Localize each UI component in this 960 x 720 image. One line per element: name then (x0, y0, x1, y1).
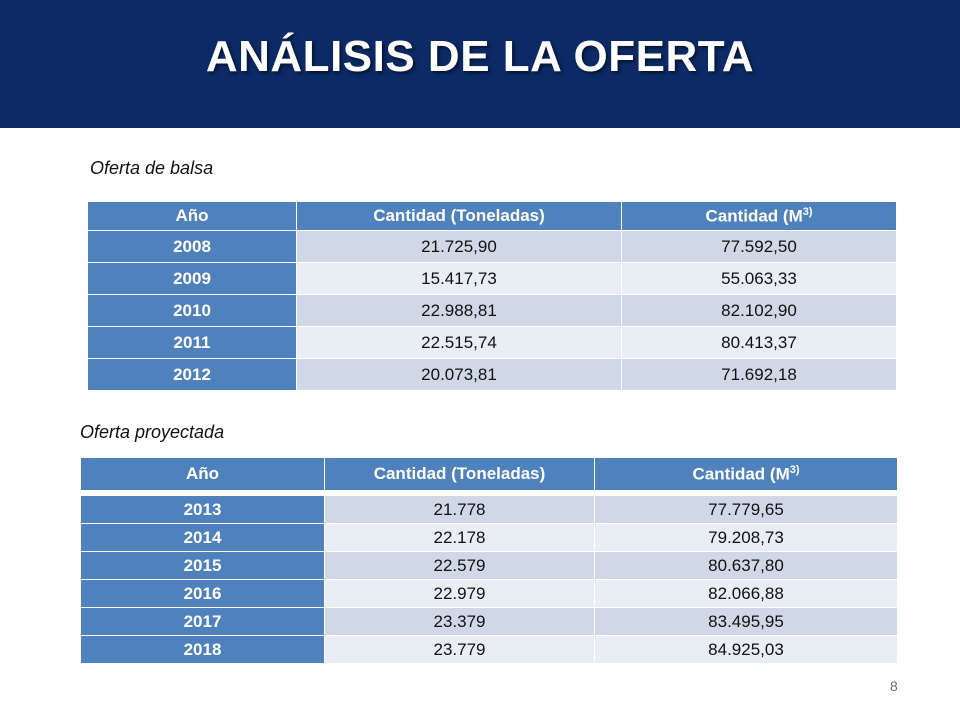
header-m3-text: Cantidad (M (705, 206, 803, 226)
gap-cell (80, 490, 898, 496)
cell-m3: 82.066,88 (594, 579, 898, 608)
table-row: 2017 23.379 83.495,95 (80, 607, 898, 636)
caption-oferta-proyectada: Oferta proyectada (80, 422, 225, 442)
table-row: 2009 15.417,73 55.063,33 (87, 262, 897, 295)
cell-year: 2014 (80, 523, 325, 552)
cell-year: 2017 (80, 607, 325, 636)
page-number: 8 (890, 678, 898, 694)
cell-m3: 80.637,80 (594, 551, 898, 580)
cell-year: 2009 (87, 262, 297, 295)
cell-year: 2018 (80, 635, 325, 664)
header-m3-text: Cantidad (M (692, 464, 790, 484)
cell-tons: 20.073,81 (296, 358, 622, 391)
cell-year: 2016 (80, 579, 325, 608)
cell-tons: 21.725,90 (296, 230, 622, 263)
cell-m3: 77.592,50 (621, 230, 897, 263)
cell-tons: 22.979 (324, 579, 595, 608)
cell-tons: 21.778 (324, 495, 595, 524)
table-header-row: Año Cantidad (Toneladas) Cantidad (M3) (87, 201, 897, 231)
table-row: 2010 22.988,81 82.102,90 (87, 294, 897, 327)
header-m3: Cantidad (M3) (594, 457, 898, 491)
table-row: 2018 23.779 84.925,03 (80, 635, 898, 664)
header-year: Año (87, 201, 297, 231)
header-tons: Cantidad (Toneladas) (324, 457, 595, 491)
cell-tons: 22.178 (324, 523, 595, 552)
header-m3-sup: 3) (802, 205, 813, 218)
cell-year: 2010 (87, 294, 297, 327)
header-m3-sup: 3) (789, 463, 800, 476)
cell-m3: 82.102,90 (621, 294, 897, 327)
cell-tons: 23.379 (324, 607, 595, 636)
cell-year: 2013 (80, 495, 325, 524)
table-row: 2012 20.073,81 71.692,18 (87, 358, 897, 391)
table-row: 2014 22.178 79.208,73 (80, 523, 898, 552)
table-row: 2015 22.579 80.637,80 (80, 551, 898, 580)
title-banner (0, 0, 960, 128)
cell-tons: 22.988,81 (296, 294, 622, 327)
cell-year: 2008 (87, 230, 297, 263)
table-row: 2011 22.515,74 80.413,37 (87, 326, 897, 359)
table-row: 2016 22.979 82.066,88 (80, 579, 898, 608)
table-oferta-proyectada: Año Cantidad (Toneladas) Cantidad (M3) 2… (80, 457, 898, 664)
header-year: Año (80, 457, 325, 491)
slide-title: ANÁLISIS DE LA OFERTA (205, 32, 755, 81)
header-m3: Cantidad (M3) (621, 201, 897, 231)
cell-year: 2015 (80, 551, 325, 580)
cell-m3: 71.692,18 (621, 358, 897, 391)
cell-m3: 80.413,37 (621, 326, 897, 359)
cell-m3: 77.779,65 (594, 495, 898, 524)
cell-m3: 83.495,95 (594, 607, 898, 636)
table-header-row: Año Cantidad (Toneladas) Cantidad (M3) (80, 457, 898, 491)
table-oferta-balsa: Año Cantidad (Toneladas) Cantidad (M3) 2… (87, 201, 897, 391)
cell-tons: 23.779 (324, 635, 595, 664)
cell-m3: 55.063,33 (621, 262, 897, 295)
table-row: 2008 21.725,90 77.592,50 (87, 230, 897, 263)
cell-tons: 22.579 (324, 551, 595, 580)
cell-year: 2012 (87, 358, 297, 391)
cell-tons: 15.417,73 (296, 262, 622, 295)
table-gap-row (80, 490, 898, 496)
caption-oferta-balsa: Oferta de balsa (90, 158, 214, 178)
table-row: 2013 21.778 77.779,65 (80, 495, 898, 524)
cell-m3: 79.208,73 (594, 523, 898, 552)
cell-tons: 22.515,74 (296, 326, 622, 359)
cell-m3: 84.925,03 (594, 635, 898, 664)
cell-year: 2011 (87, 326, 297, 359)
header-tons: Cantidad (Toneladas) (296, 201, 622, 231)
